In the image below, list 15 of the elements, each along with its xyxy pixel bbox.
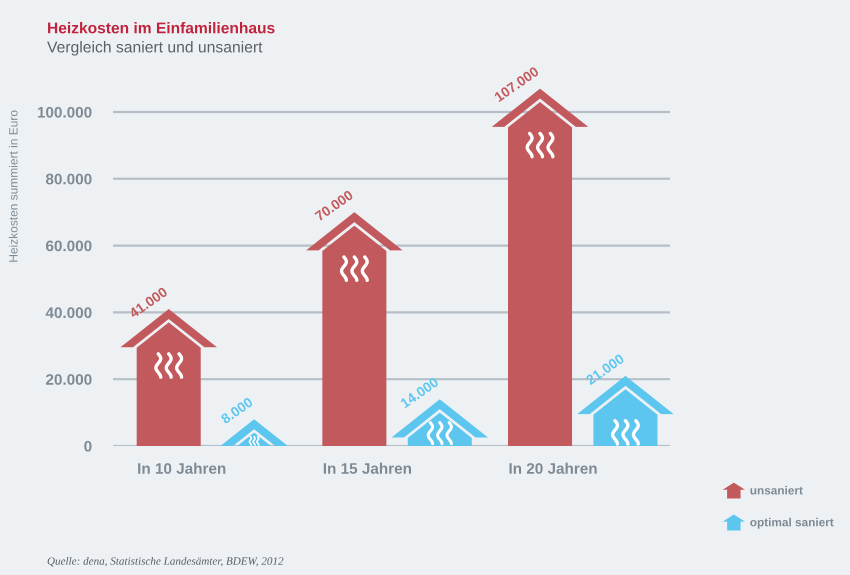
x-tick-label: In 20 Jahren: [509, 462, 597, 474]
legend-label: unsaniert: [750, 486, 803, 495]
y-tick-label: 40.000: [46, 307, 92, 318]
y-tick-label: 100.000: [38, 106, 92, 118]
y-tick-label: 60.000: [46, 240, 92, 252]
y-tick-label: 80.000: [46, 174, 92, 184]
chart-title: Heizkosten im Einfamilienhaus: [48, 22, 275, 34]
y-tick-label: 20.000: [46, 374, 92, 385]
y-axis-title: Heizkosten summiert in Euro: [8, 110, 18, 262]
chart-subtitle: Vergleich saniert und unsaniert: [47, 41, 262, 56]
y-tick-label: 0: [84, 440, 92, 452]
x-tick-label: In 10 Jahren: [138, 462, 226, 474]
x-tick-label: In 15 Jahren: [324, 462, 411, 474]
legend-label: optimal saniert: [750, 518, 834, 529]
source-note: Quelle: dena, Statistische Landesämter, BDEW, 2012: [48, 556, 284, 566]
